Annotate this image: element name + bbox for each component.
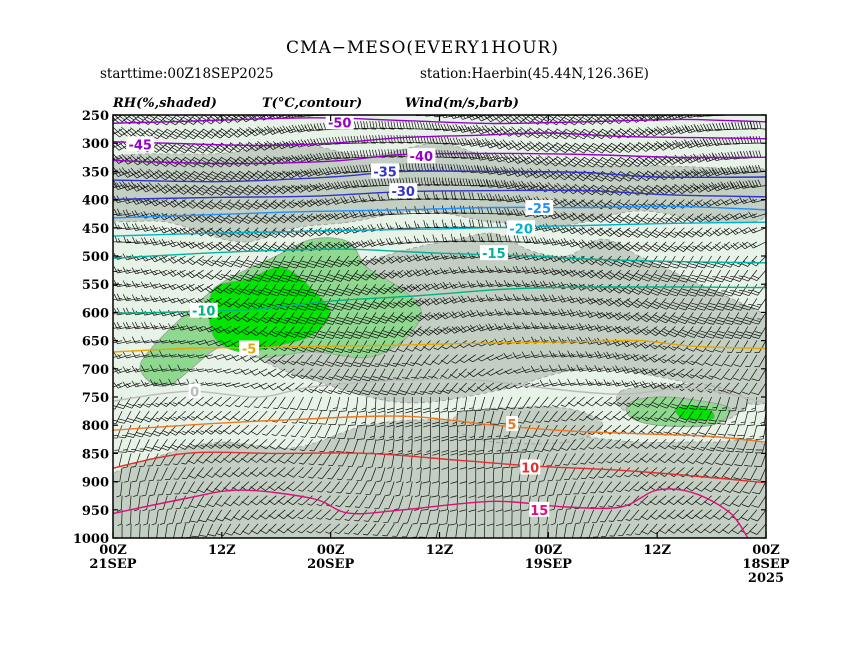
x-tick-label: 12Z bbox=[208, 543, 236, 558]
y-tick-label: 900 bbox=[82, 476, 109, 491]
contour-label: -50 bbox=[328, 116, 352, 131]
contour-line bbox=[113, 488, 749, 538]
y-tick-label: 950 bbox=[82, 504, 109, 519]
contour-line bbox=[113, 117, 766, 125]
y-tick-label: 800 bbox=[82, 419, 109, 434]
contour-label: -5 bbox=[242, 342, 256, 357]
y-tick-label: 250 bbox=[82, 109, 109, 124]
x-tick-label: 12Z bbox=[426, 543, 454, 558]
contour-label-bg bbox=[525, 200, 554, 216]
contour-label: -30 bbox=[391, 185, 415, 200]
y-tick-label: 600 bbox=[82, 306, 109, 321]
contour-label: -40 bbox=[410, 150, 434, 165]
contour-line bbox=[113, 170, 766, 183]
y-tick-label: 500 bbox=[82, 250, 109, 265]
x-tick-label: 00Z bbox=[317, 543, 345, 558]
y-tick-label: 350 bbox=[82, 165, 109, 180]
y-tick-label: 1000 bbox=[73, 532, 109, 547]
contour-line bbox=[113, 221, 766, 237]
contour-line bbox=[113, 286, 766, 315]
legend-temperature: T(°C,contour) bbox=[262, 96, 363, 111]
contour-label: -20 bbox=[509, 222, 533, 237]
x-tick-label: 00Z bbox=[752, 543, 780, 558]
contour-label-bg bbox=[325, 114, 354, 130]
contour-label: -15 bbox=[482, 247, 506, 262]
contour-label-bg bbox=[389, 183, 418, 199]
contour-line bbox=[113, 152, 766, 165]
x-tick-label: 00Z bbox=[535, 543, 563, 558]
contour-line bbox=[113, 378, 766, 404]
temperature-contours bbox=[113, 117, 766, 538]
contour-label: 15 bbox=[530, 504, 548, 519]
rh-region-50 bbox=[452, 406, 604, 445]
y-tick-label: 400 bbox=[82, 194, 109, 209]
contour-label-bg bbox=[239, 340, 260, 356]
contour-line bbox=[113, 415, 766, 443]
x-tick-label: 18SEP bbox=[742, 557, 789, 572]
contour-label-bg bbox=[529, 501, 550, 517]
contour-label-bg bbox=[188, 383, 201, 399]
contour-line bbox=[113, 132, 766, 147]
y-tick-label: 300 bbox=[82, 137, 109, 152]
y-tick-label: 750 bbox=[82, 391, 109, 406]
contour-label-bg bbox=[520, 459, 541, 475]
contour-label: -10 bbox=[192, 305, 216, 320]
x-tick-label: 00Z bbox=[99, 543, 127, 558]
contour-label: 5 bbox=[508, 418, 517, 433]
contour-label: -45 bbox=[128, 138, 152, 153]
contour-line bbox=[113, 205, 766, 219]
x-tick-label: 12Z bbox=[643, 543, 671, 558]
y-tick-label: 550 bbox=[82, 278, 109, 293]
legend-wind: Wind(m/s,barb) bbox=[405, 96, 519, 111]
contour-label: -35 bbox=[373, 165, 397, 180]
contour-label-bg bbox=[126, 136, 155, 152]
contour-label-bg bbox=[479, 245, 508, 261]
contour-line bbox=[113, 189, 766, 201]
x-tick-label: 2025 bbox=[748, 571, 784, 586]
contour-line bbox=[113, 339, 766, 353]
legend-rh: RH(%,shaded) bbox=[113, 96, 217, 111]
contour-label-bg bbox=[507, 220, 536, 236]
x-tick-label: 20SEP bbox=[307, 557, 354, 572]
starttime-label: starttime:00Z18SEP2025 bbox=[100, 66, 274, 82]
contour-label-bg bbox=[189, 302, 218, 318]
axes: 250 300 350 400 450 500 550 600 650 700 750 800 850 9… bbox=[73, 109, 790, 586]
y-tick-label: 700 bbox=[82, 363, 109, 378]
y-tick-label: 850 bbox=[82, 447, 109, 462]
contour-label-bg bbox=[407, 148, 436, 164]
contour-label-bg bbox=[371, 163, 400, 179]
station-label: station:Haerbin(45.44N,126.36E) bbox=[420, 66, 649, 82]
contour-line bbox=[113, 451, 766, 484]
y-tick-label: 450 bbox=[82, 222, 109, 237]
x-tick-label: 21SEP bbox=[89, 557, 136, 572]
contour-line bbox=[113, 248, 766, 264]
contour-label-bg bbox=[506, 416, 519, 432]
chart-title: CMA−MESO(EVERY1HOUR) bbox=[286, 38, 559, 58]
y-tick-label: 650 bbox=[82, 335, 109, 350]
x-tick-label: 19SEP bbox=[525, 557, 572, 572]
contour-label: 0 bbox=[190, 385, 199, 400]
contour-label: -25 bbox=[528, 202, 552, 217]
contour-label: 10 bbox=[521, 462, 539, 477]
